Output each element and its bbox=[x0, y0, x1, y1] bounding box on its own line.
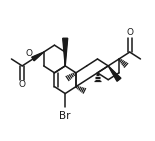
Polygon shape bbox=[63, 38, 68, 66]
Text: Br: Br bbox=[60, 111, 71, 121]
Text: O: O bbox=[19, 81, 26, 90]
Polygon shape bbox=[32, 52, 44, 61]
Text: O: O bbox=[25, 49, 32, 58]
Text: O: O bbox=[126, 28, 133, 38]
Polygon shape bbox=[108, 66, 121, 81]
